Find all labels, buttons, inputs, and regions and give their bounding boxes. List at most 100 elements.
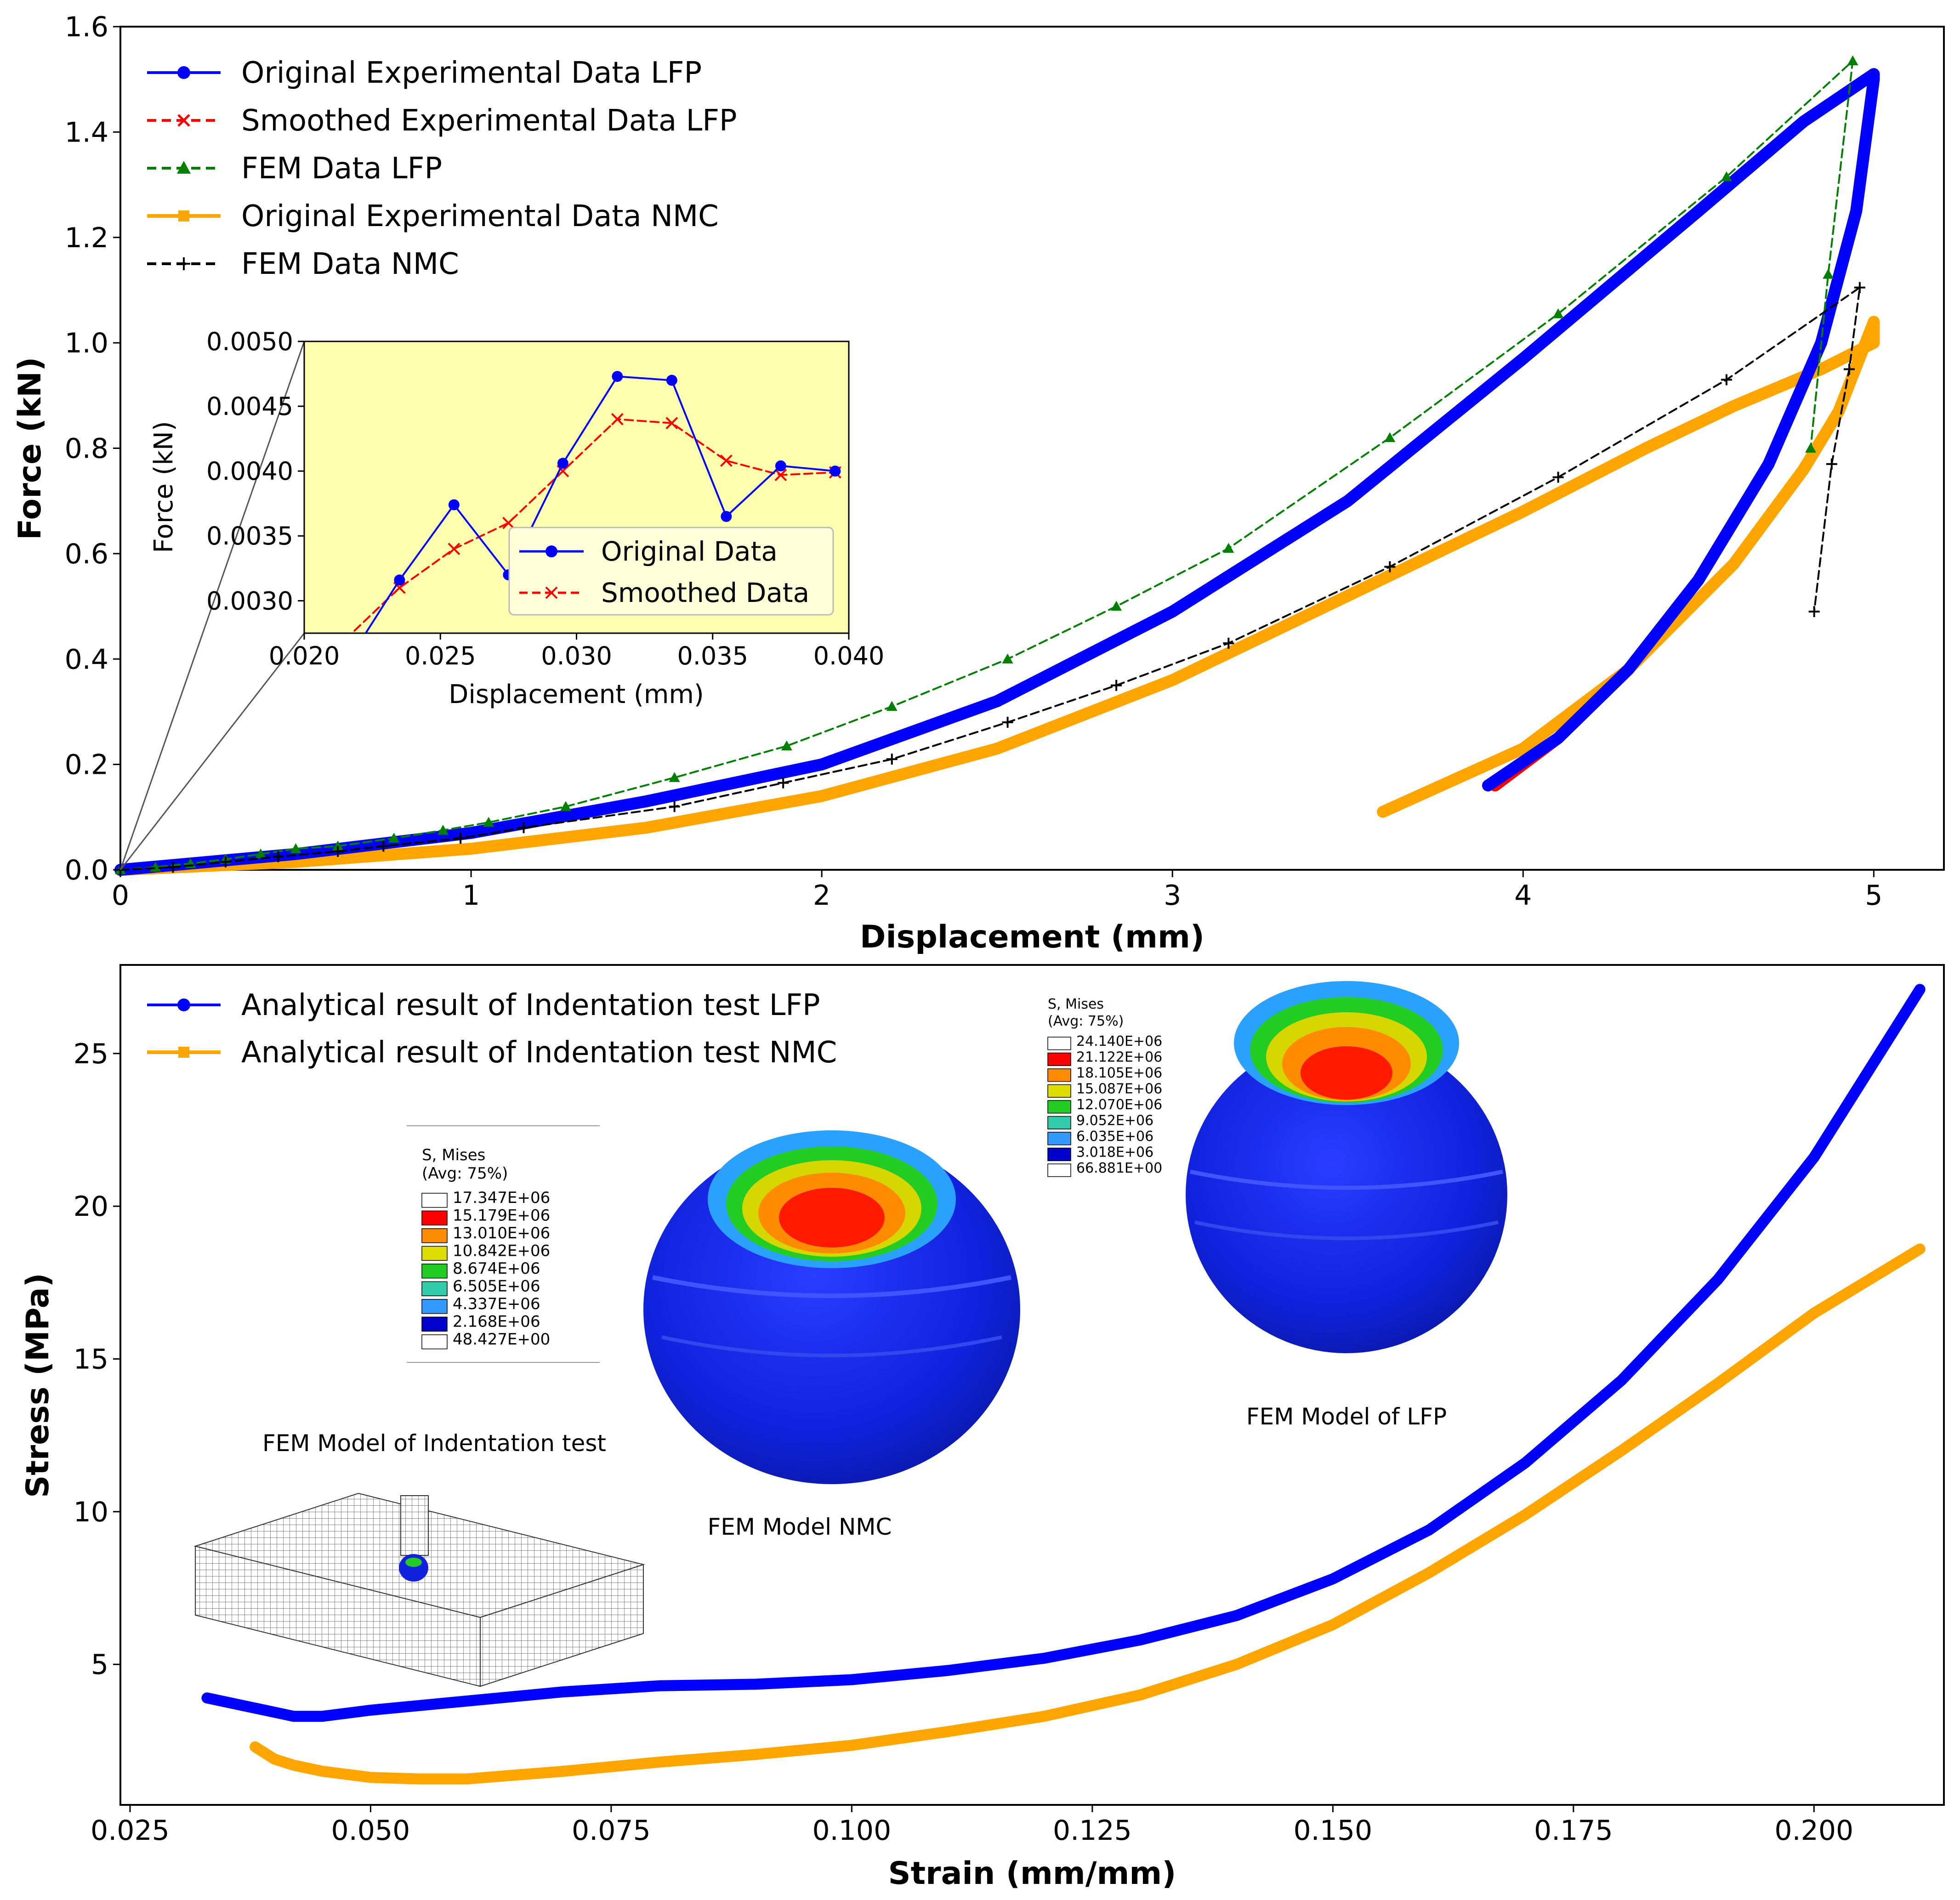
x-tick-label: 0.030 bbox=[541, 641, 612, 670]
x-tick-label: 0.050 bbox=[331, 1815, 410, 1847]
x-tick-label: 3 bbox=[1164, 879, 1181, 912]
series-line bbox=[364, 375, 836, 633]
series-line bbox=[114, 316, 1880, 876]
y-tick-label: 0.0040 bbox=[206, 457, 293, 486]
bottom-x-axis-label: Strain (mm/mm) bbox=[888, 1855, 1176, 1892]
data-point bbox=[1805, 442, 1817, 453]
contour-swatch bbox=[1047, 1068, 1071, 1082]
contour-swatch bbox=[421, 1210, 448, 1225]
stress-strain-chart: FEM Model NMC FEM Model of LFP FEM Model… bbox=[20, 964, 1945, 1892]
y-tick-label: 5 bbox=[91, 1649, 108, 1681]
contour-value: 21.122E+06 bbox=[1076, 1049, 1162, 1066]
x-tick-label: 0 bbox=[112, 879, 129, 912]
data-point bbox=[781, 740, 792, 751]
y-tick-label: 25 bbox=[74, 1038, 108, 1070]
x-tick-label: 0.035 bbox=[677, 641, 748, 670]
series-fem-data-nmc bbox=[115, 282, 1865, 875]
y-tick-label: 1.0 bbox=[65, 327, 108, 359]
y-tick-label: 1.4 bbox=[65, 116, 108, 148]
contour-value: 8.674E+06 bbox=[453, 1259, 540, 1278]
circle-marker-icon bbox=[177, 66, 190, 79]
data-point bbox=[502, 516, 515, 529]
contour-swatch bbox=[1047, 1084, 1071, 1098]
contour-swatch bbox=[1047, 1163, 1071, 1177]
contour-swatch bbox=[1047, 1116, 1071, 1129]
data-point bbox=[1823, 269, 1834, 279]
data-point bbox=[378, 840, 389, 852]
data-point bbox=[611, 413, 624, 425]
nmc-contour-legend: S, Mises (Avg: 75%) 17.347E+0615.179E+06… bbox=[407, 1125, 600, 1363]
data-point bbox=[665, 417, 678, 430]
series-analytical-result-of-indentation-test-nmc bbox=[250, 1243, 1926, 1785]
legend-entry-lfp-analytical: Analytical result of Indentation test LF… bbox=[147, 988, 820, 1022]
plus-marker-icon bbox=[177, 257, 190, 270]
contour-value: 17.347E+06 bbox=[453, 1189, 550, 1207]
x-tick-label: 0.040 bbox=[813, 641, 885, 670]
data-point bbox=[775, 460, 786, 471]
legend-label: Analytical result of Indentation test LF… bbox=[241, 988, 820, 1022]
fem-model-nmc: FEM Model NMC bbox=[643, 1130, 1020, 1540]
data-point bbox=[1808, 606, 1820, 618]
data-point bbox=[669, 772, 680, 782]
bottom-legend: Analytical result of Indentation test LF… bbox=[147, 988, 837, 1070]
y-tick-label: 0.8 bbox=[65, 433, 108, 465]
x-tick-label: 5 bbox=[1865, 879, 1882, 912]
lfp-contour-legend: S, Mises (Avg: 75%) 24.140E+0621.122E+06… bbox=[1047, 996, 1162, 1177]
legend-entry-nmc-original: Original Experimental Data NMC bbox=[147, 199, 719, 233]
series-original-experimental-data-nmc bbox=[114, 316, 1880, 876]
data-point bbox=[1111, 601, 1122, 611]
series-original-experimental-data-lfp bbox=[114, 68, 1880, 876]
data-point bbox=[1843, 363, 1855, 375]
contour-value: 12.070E+06 bbox=[1076, 1097, 1162, 1113]
square-marker-icon bbox=[178, 210, 189, 221]
contour-swatch bbox=[421, 1264, 448, 1279]
data-point bbox=[220, 856, 231, 868]
legend-label: FEM Data NMC bbox=[241, 247, 459, 281]
contour-value: 10.842E+06 bbox=[453, 1242, 550, 1260]
data-point bbox=[1002, 653, 1013, 664]
fem-model-indentation: FEM Model of Indentation test bbox=[193, 1430, 645, 1687]
data-point bbox=[612, 371, 623, 382]
contour-swatch bbox=[421, 1193, 448, 1208]
data-point bbox=[1721, 171, 1732, 181]
legend-label: Original Experimental Data NMC bbox=[241, 199, 719, 233]
contour-swatch bbox=[1047, 1147, 1071, 1161]
y-tick-label: 20 bbox=[74, 1191, 108, 1223]
legend-entry-lfp-smoothed: Smoothed Experimental Data LFP bbox=[147, 104, 737, 138]
data-point bbox=[167, 862, 179, 873]
bottom-y-axis-label: Stress (MPa) bbox=[20, 1273, 56, 1497]
bottom-plot-frame bbox=[119, 964, 1945, 1806]
data-point bbox=[1223, 543, 1234, 553]
y-tick-label: 1.6 bbox=[65, 11, 108, 43]
data-point bbox=[886, 754, 898, 765]
x-tick-label: 0.125 bbox=[1053, 1815, 1132, 1847]
square-marker-icon bbox=[178, 1047, 189, 1058]
data-point bbox=[666, 374, 677, 386]
y-tick-label: 0.0035 bbox=[206, 522, 293, 550]
contour-value: 4.337E+06 bbox=[453, 1295, 540, 1313]
x-marker-icon bbox=[177, 114, 190, 127]
inset-x-axis-label: Displacement (mm) bbox=[449, 680, 704, 709]
data-point bbox=[1002, 716, 1013, 728]
x-tick-label: 0.025 bbox=[91, 1815, 170, 1847]
data-point bbox=[1384, 561, 1396, 573]
y-tick-label: 0.0030 bbox=[206, 586, 293, 615]
fem-model-lfp: FEM Model of LFP bbox=[1186, 981, 1507, 1430]
x-tick-label: 1 bbox=[462, 879, 480, 912]
data-point bbox=[1721, 374, 1732, 386]
x-tick-label: 2 bbox=[813, 879, 830, 912]
top-y-axis-label: Force (kN) bbox=[12, 357, 48, 540]
x-tick-label: 0.200 bbox=[1774, 1815, 1853, 1847]
data-point bbox=[720, 454, 733, 467]
legend-label: Smoothed Experimental Data LFP bbox=[241, 104, 737, 138]
data-point bbox=[560, 801, 572, 811]
data-point bbox=[290, 843, 301, 853]
bottom-series-group bbox=[201, 984, 1926, 1785]
data-point bbox=[1854, 282, 1865, 293]
legend-entry-lfp-fem: FEM Data LFP bbox=[147, 152, 442, 186]
lfp-legend-avg: (Avg: 75%) bbox=[1048, 1013, 1124, 1029]
contour-value: 15.087E+06 bbox=[1076, 1081, 1162, 1097]
y-tick-label: 0.6 bbox=[65, 538, 108, 570]
zoom-connector-line bbox=[119, 633, 305, 870]
data-point bbox=[332, 840, 344, 851]
